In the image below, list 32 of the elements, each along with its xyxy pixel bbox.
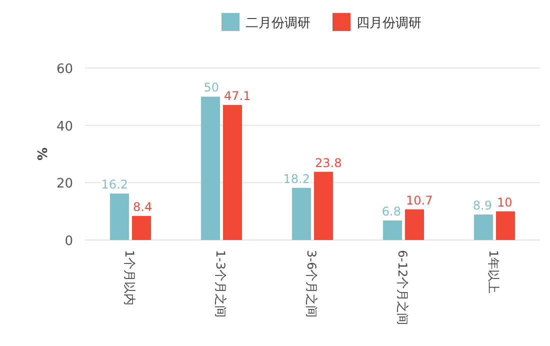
- data-label: 8.4: [133, 200, 152, 214]
- data-label: 50: [204, 80, 219, 95]
- bar: [496, 211, 515, 240]
- legend-label: 二月份调研: [246, 16, 310, 31]
- bar: [405, 209, 424, 240]
- y-axis-title: %: [36, 147, 51, 161]
- bar: [132, 216, 151, 240]
- data-label: 23.8: [315, 156, 342, 170]
- bar: [474, 214, 493, 240]
- bar: [383, 220, 402, 240]
- bar: [314, 172, 333, 240]
- x-tick-label: 1个月以内: [122, 250, 136, 306]
- y-tick-label: 20: [56, 176, 73, 192]
- legend-label: 四月份调研: [356, 16, 422, 31]
- x-tick-label: 1年以上: [486, 250, 500, 294]
- data-label: 6.8: [382, 204, 401, 219]
- x-tick-label: 1-3个月之间: [214, 250, 228, 318]
- data-label: 16.2: [101, 178, 128, 192]
- x-tick-label: 6-12个月之间: [396, 250, 410, 326]
- y-tick-label: 40: [56, 119, 73, 134]
- data-label: 8.9: [472, 198, 492, 212]
- data-label: 47.1: [224, 88, 251, 103]
- bar: [201, 96, 220, 240]
- bar: [223, 104, 242, 240]
- y-tick-label: 0: [64, 234, 73, 249]
- data-label: 10.7: [406, 193, 433, 208]
- bar: [292, 188, 311, 240]
- data-label: 10: [497, 195, 512, 210]
- y-tick-label: 60: [56, 62, 73, 77]
- bar: [110, 194, 129, 240]
- data-label: 18.2: [283, 172, 310, 186]
- x-tick-label: 3-6个月之间: [304, 250, 318, 318]
